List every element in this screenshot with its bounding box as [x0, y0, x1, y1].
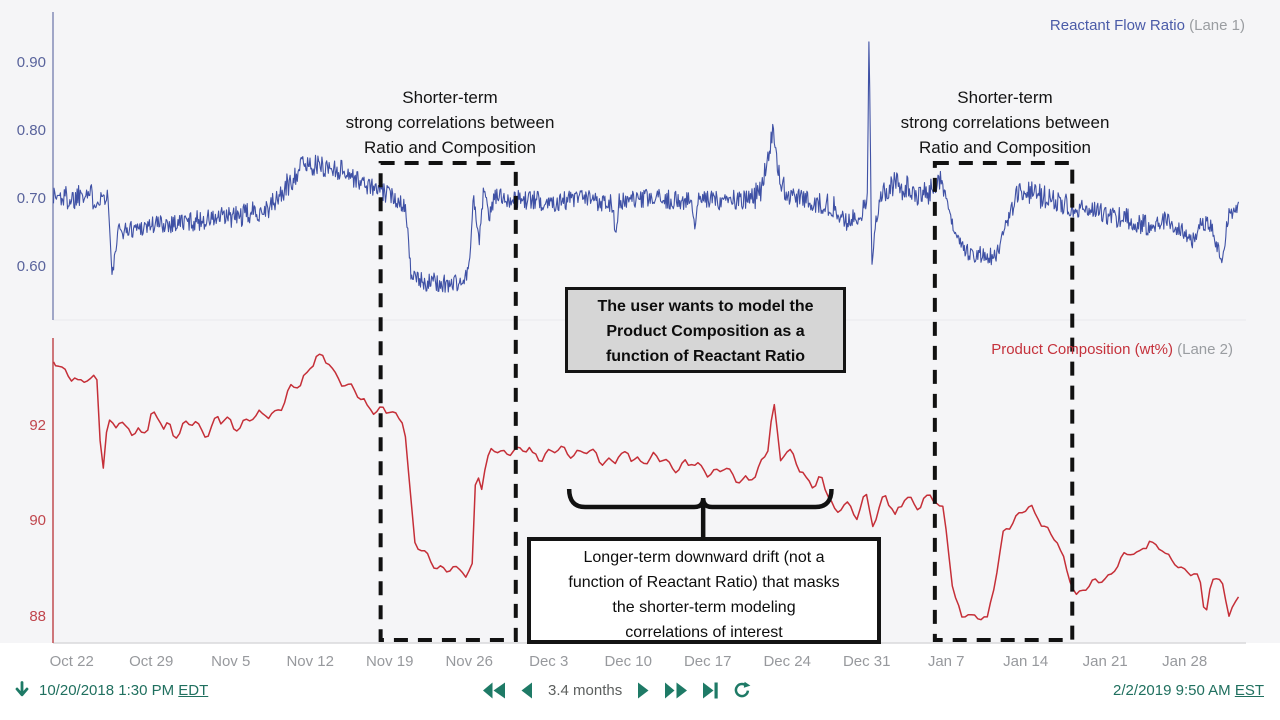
y-tick-label-lane2: 88 [29, 607, 46, 625]
x-tick-label: Nov 5 [211, 653, 251, 670]
legend-lane2-name[interactable]: Product Composition (wt%) [991, 341, 1173, 358]
legend-lane2-tag: (Lane 2) [1172, 341, 1233, 358]
callout-shorter-term-1: Shorter-term strong correlations between… [345, 88, 555, 157]
y-tick-label-lane1: 0.70 [16, 190, 46, 207]
legend-product-composition[interactable]: Product Composition (wt%) (Lane 2) [991, 341, 1233, 358]
highlight-region-1 [378, 161, 518, 642]
x-tick-label: Jan 14 [1003, 653, 1049, 670]
x-tick-label: Oct 22 [49, 653, 94, 670]
end-timezone[interactable]: EST [1234, 681, 1264, 699]
product-composition-series[interactable] [52, 353, 1240, 621]
x-tick-label: Nov 19 [365, 653, 414, 670]
y-tick-label-lane1: 0.90 [16, 54, 46, 71]
y-tick-label-lane2: 92 [29, 417, 46, 435]
refresh-icon[interactable] [732, 681, 751, 699]
playback-controls: 3.4 months [481, 679, 751, 701]
display-range-start[interactable]: 10/20/2018 1:30 PM EDT [14, 679, 208, 701]
x-tick-label: Dec 3 [529, 653, 569, 670]
callout-downward-drift-box: Longer-term downward drift (not a functi… [527, 537, 881, 644]
reactant-flow-ratio-series[interactable] [52, 41, 1240, 293]
x-tick-label: Dec 17 [683, 653, 732, 670]
x-tick-label: Nov 26 [445, 653, 493, 670]
fast-forward-icon[interactable] [663, 682, 689, 699]
x-tick-label: Dec 10 [604, 653, 652, 670]
skip-to-end-icon[interactable] [702, 682, 719, 699]
start-timezone[interactable]: EDT [178, 681, 209, 699]
y-tick-label-lane1: 0.60 [16, 258, 46, 275]
display-range-end[interactable]: 2/2/2019 9:50 AM EST [1113, 679, 1264, 701]
start-timestamp[interactable]: 10/20/2018 1:30 PM EDT [39, 681, 209, 699]
x-tick-label: Dec 24 [763, 653, 811, 670]
x-tick-label: Oct 29 [129, 653, 174, 670]
x-tick-label: Dec 31 [842, 653, 891, 670]
callout-model-goal-box: The user wants to model the Product Comp… [565, 287, 846, 373]
x-tick-label: Nov 12 [286, 653, 334, 670]
y-tick-label-lane1: 0.80 [16, 122, 46, 139]
brace-annotation [566, 488, 834, 537]
step-backward-icon[interactable] [520, 682, 533, 699]
x-tick-label: Jan 7 [927, 653, 965, 670]
y-tick-label-lane2: 90 [29, 512, 46, 530]
end-timestamp[interactable]: 2/2/2019 9:50 AM EST [1113, 681, 1264, 699]
download-arrow-icon[interactable] [14, 681, 30, 699]
callout-shorter-term-2: Shorter-term strong correlations between… [900, 88, 1110, 157]
legend-reactant-flow-ratio[interactable]: Reactant Flow Ratio (Lane 1) [1050, 17, 1245, 34]
legend-lane1-tag: (Lane 1) [1184, 17, 1245, 34]
duration-label[interactable]: 3.4 months [548, 681, 623, 699]
step-forward-icon[interactable] [637, 682, 650, 699]
legend-lane1-name[interactable]: Reactant Flow Ratio [1049, 17, 1185, 34]
highlight-region-2 [932, 161, 1075, 642]
x-tick-label: Jan 28 [1162, 653, 1208, 670]
fast-backward-icon[interactable] [481, 682, 507, 699]
x-tick-label: Jan 21 [1082, 653, 1128, 670]
